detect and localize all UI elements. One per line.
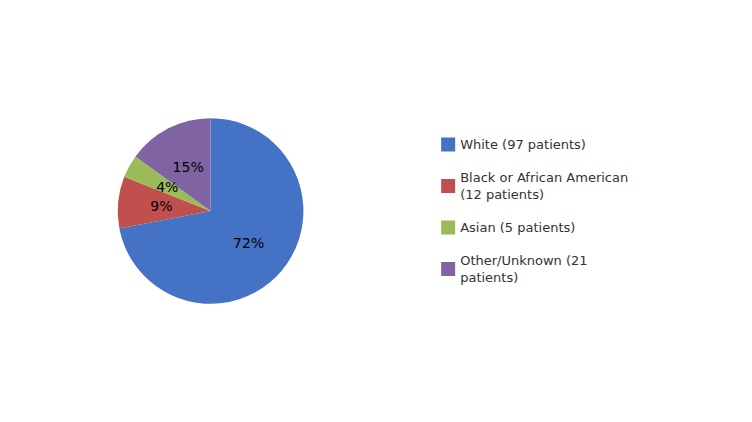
svg-text:15%: 15% [173, 159, 204, 175]
svg-text:72%: 72% [233, 235, 264, 251]
svg-text:9%: 9% [150, 198, 172, 214]
svg-text:Other/Unknown (21: Other/Unknown (21 [460, 253, 587, 268]
svg-text:White (97 patients): White (97 patients) [460, 137, 586, 152]
svg-text:patients): patients) [460, 270, 518, 285]
svg-text:Black or African American: Black or African American [460, 170, 628, 185]
svg-text:(12 patients): (12 patients) [460, 187, 544, 202]
svg-text:Asian (5 patients): Asian (5 patients) [460, 220, 575, 235]
svg-text:4%: 4% [156, 179, 178, 195]
